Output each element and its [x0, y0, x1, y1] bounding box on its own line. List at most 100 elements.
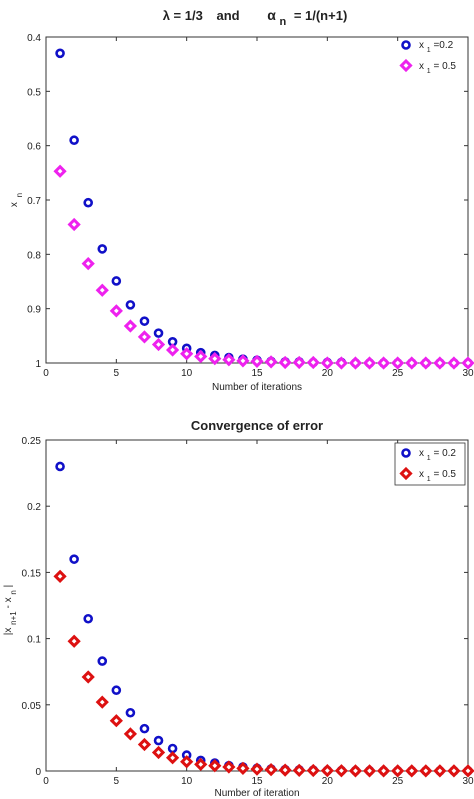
series-1-point — [180, 347, 194, 361]
series-0-point — [125, 707, 136, 718]
x-tick-label: 0 — [43, 776, 49, 787]
chart-top-axes-box — [45, 36, 469, 364]
series-1-point — [109, 304, 123, 318]
ylabel-bottom-sub1: n+1 — [9, 611, 18, 625]
legend-bottom-marker-0 — [401, 448, 411, 458]
x-tick-label: 30 — [462, 776, 474, 787]
x-tick-label: 20 — [322, 776, 334, 787]
series-1-point — [95, 283, 109, 297]
series-1-point — [123, 727, 138, 741]
series-0-point — [97, 656, 108, 666]
series-0-point — [139, 723, 150, 734]
series-1-point — [137, 737, 152, 752]
y-tick-label: 0 — [35, 767, 41, 778]
chart-top-title: λ = 1/3 and α n = 1/(n+1) — [163, 7, 348, 28]
y-tick-label: 1 — [35, 359, 41, 370]
series-1-point — [376, 356, 391, 370]
title-lambda: λ = 1/3 — [163, 8, 203, 23]
series-1-point — [194, 757, 208, 772]
chart-bottom-title: Convergence of error — [191, 418, 323, 433]
series-1-point — [292, 763, 306, 777]
series-1-point — [433, 356, 447, 370]
series-1-point — [109, 714, 123, 728]
ylabel-bottom-sub2: n — [9, 590, 18, 594]
x-tick-label: 5 — [114, 368, 120, 379]
series-1-point — [151, 337, 166, 352]
series-1-point — [165, 343, 180, 357]
series-1-point — [376, 764, 391, 778]
ylabel-top-sub: n — [15, 193, 24, 197]
x-tick-label: 30 — [462, 368, 474, 379]
legend-top-label-1: x 1 = 0.5 — [419, 61, 456, 76]
series-0-point — [55, 461, 65, 472]
legend-top-label-1-pre: x — [419, 61, 424, 72]
title-alpha: α — [267, 7, 276, 23]
chart-top-y-axis-label: x n — [9, 193, 24, 207]
legend-top-label-0-post: =0.2 — [433, 40, 453, 51]
series-0-point — [69, 554, 79, 564]
chart-bottom: Convergence of error 0 5 10 15 20 25 30 00.050… — [3, 418, 474, 799]
series-1-point — [264, 763, 278, 777]
series-1-point — [320, 356, 334, 370]
y-tick-label: 0.5 — [27, 87, 41, 98]
chart-bottom-legend: x 1 = 0.2 x 1 = 0.5 — [394, 442, 466, 486]
series-1-point — [348, 356, 363, 370]
series-1-point — [278, 355, 292, 370]
series-0-point — [69, 135, 79, 146]
legend-bottom-label-1-sub: 1 — [427, 476, 431, 483]
series-1-point — [320, 763, 334, 778]
chart-top: λ = 1/3 and α n = 1/(n+1) 0 5 10 15 20 25 30 0… — [9, 7, 474, 393]
series-1-point — [306, 355, 320, 370]
legend-top-label-0-pre: x — [419, 40, 424, 51]
series-1-point — [95, 695, 109, 709]
x-tick-label: 10 — [181, 776, 193, 787]
series-1-point — [222, 353, 236, 367]
chart-bottom-marks — [53, 461, 474, 778]
x-tick-label: 25 — [392, 368, 404, 379]
legend-bottom-label-0: x 1 = 0.2 — [419, 448, 456, 463]
series-1-point — [362, 356, 377, 370]
x-tick-label: 5 — [114, 776, 120, 787]
y-tick-label: 0.25 — [22, 436, 42, 447]
legend-top-label-0: x 1 =0.2 — [419, 40, 454, 55]
title-alpha-sub: n — [279, 16, 286, 28]
legend-bottom-label-0-post: = 0.2 — [433, 448, 456, 459]
chart-bottom-x-ticks: 0 5 10 15 20 25 30 — [43, 440, 474, 787]
legend-bottom-label-0-pre: x — [419, 448, 424, 459]
y-tick-label: 0.2 — [27, 502, 41, 513]
ylabel-bottom-post: | — [3, 585, 14, 588]
series-0-point — [139, 316, 150, 326]
series-1-point — [391, 764, 405, 778]
series-1-point — [405, 764, 419, 778]
ylabel-bottom-mid: - x — [3, 597, 14, 608]
series-0-point — [153, 735, 164, 746]
series-0-point — [83, 197, 93, 208]
legend-bottom-label-1-pre: x — [419, 469, 424, 480]
y-tick-label: 0.7 — [27, 196, 41, 207]
series-1-point — [419, 764, 433, 778]
series-1-point — [137, 330, 152, 344]
chart-bottom-y-axis-label: |x n+1 - x n | — [3, 585, 19, 635]
legend-bottom-label-1-post: = 0.5 — [433, 469, 456, 480]
legend-bottom-marker-1 — [399, 466, 413, 481]
chart-bottom-axes-box — [45, 439, 469, 772]
series-1-point — [278, 763, 292, 777]
chart-top-x-axis-label: Number of iterations — [212, 382, 302, 393]
series-0-point — [83, 613, 93, 624]
series-1-point — [405, 356, 419, 370]
series-1-point — [306, 763, 320, 778]
series-1-point — [264, 355, 278, 369]
ylabel-top-main: x — [9, 202, 20, 207]
chart-top-legend: x 1 =0.2 x 1 = 0.5 — [399, 40, 456, 76]
y-tick-label: 0.6 — [27, 142, 41, 153]
series-1-point — [208, 759, 222, 773]
series-1-point — [53, 569, 67, 583]
series-1-point — [67, 217, 81, 232]
series-1-point — [222, 760, 236, 774]
series-1-point — [334, 356, 349, 370]
series-1-point — [208, 352, 222, 366]
series-1-point — [81, 670, 95, 684]
series-1-point — [334, 764, 349, 778]
series-1-point — [348, 764, 363, 778]
